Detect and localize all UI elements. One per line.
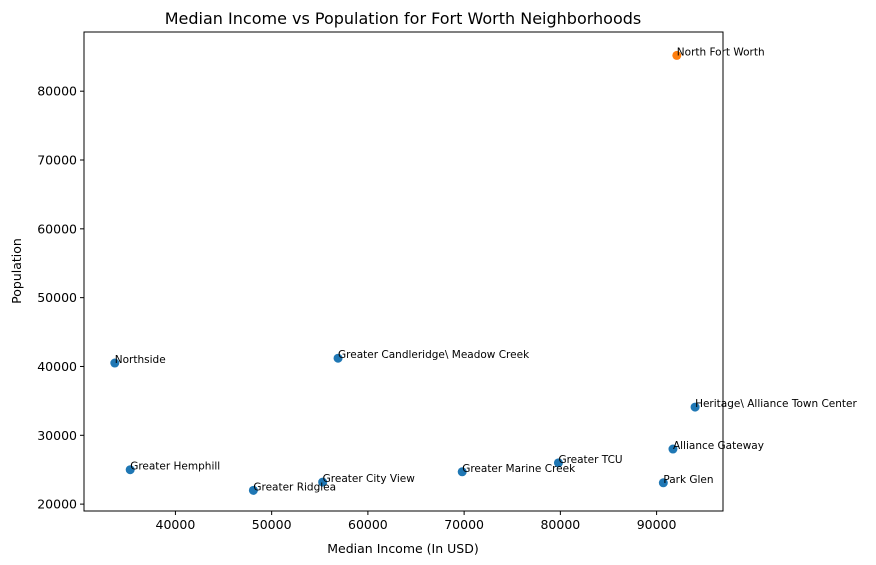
point-label: Heritage\ Alliance Town Center [695, 398, 857, 410]
y-tick-label: 80000 [37, 84, 77, 99]
x-tick-label: 40000 [156, 517, 196, 532]
point-label: Alliance Gateway [673, 440, 764, 452]
x-tick-label: 80000 [540, 517, 580, 532]
y-axis: 20000 30000 40000 50000 60000 70000 80000 [37, 84, 84, 512]
chart-title: Median Income vs Population for Fort Wor… [165, 9, 641, 28]
plot-frame [83, 31, 724, 512]
plot-area: North Fort Worth Northside Greater Candler… [110, 46, 857, 495]
data-point [333, 353, 343, 363]
data-point [457, 467, 467, 477]
data-point [318, 477, 328, 487]
x-tick-label: 60000 [348, 517, 388, 532]
point-label: Northside [115, 354, 166, 366]
point-label: Greater Marine Creek [462, 463, 576, 475]
y-tick-label: 20000 [37, 497, 77, 512]
x-tick-label: 90000 [637, 517, 677, 532]
data-point [658, 478, 668, 488]
y-axis-label: Population [9, 238, 24, 304]
point-label: Greater Candleridge\ Meadow Creek [338, 349, 530, 361]
highlighted-data-point [672, 50, 682, 60]
y-tick-label: 40000 [37, 359, 77, 374]
x-tick-label: 50000 [252, 517, 292, 532]
point-label: Greater TCU [558, 454, 622, 466]
y-tick-label: 60000 [37, 221, 77, 236]
point-label: North Fort Worth [677, 46, 765, 58]
y-tick-label: 70000 [37, 153, 77, 168]
x-tick-label: 70000 [444, 517, 484, 532]
x-axis: 40000 50000 60000 70000 80000 90000 [156, 511, 677, 532]
x-axis-label: Median Income (In USD) [327, 541, 478, 556]
data-point [125, 465, 135, 475]
data-point [553, 458, 563, 468]
data-point [690, 402, 700, 412]
point-label: Greater Hemphill [130, 461, 220, 473]
y-tick-label: 30000 [37, 428, 77, 443]
data-point [668, 444, 678, 454]
point-label: Greater City View [323, 473, 416, 485]
point-label: Park Glen [663, 474, 713, 486]
y-tick-label: 50000 [37, 290, 77, 305]
data-point [110, 358, 120, 368]
point-label: Greater Ridglea [253, 481, 336, 493]
data-point [248, 485, 258, 495]
